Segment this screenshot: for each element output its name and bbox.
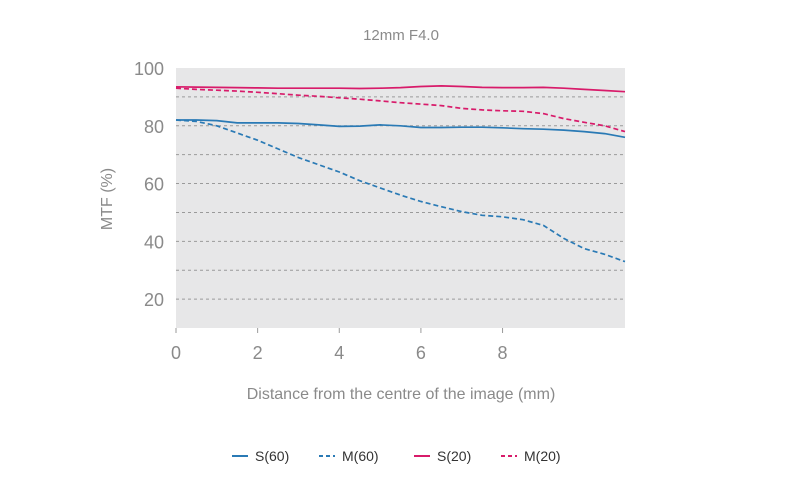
y-axis-ticks: 20 40 60 80 100 [134, 59, 164, 310]
y-axis-label: MTF (%) [99, 168, 116, 230]
series-line-m60 [175, 119, 626, 263]
series-line-s20 [175, 85, 626, 93]
x-tick-label: 8 [498, 343, 508, 363]
legend-item-m60: M(60) [319, 448, 379, 464]
plot-background [176, 68, 625, 328]
legend-item-s60: S(60) [232, 448, 289, 464]
x-tick-label: 0 [171, 343, 181, 363]
series-line-s60 [176, 119, 626, 139]
x-tick-label: 2 [253, 343, 263, 363]
x-axis-ticks: 0 2 4 6 8 [171, 328, 508, 363]
x-axis-label: Distance from the centre of the image (m… [247, 386, 556, 403]
series-line-m20 [175, 87, 626, 133]
y-tick-label: 20 [144, 290, 164, 310]
y-tick-label: 80 [144, 117, 164, 137]
legend-label: M(20) [524, 448, 561, 464]
grid-lines [176, 96, 625, 300]
legend: S(60) M(60) S(20) M(20) [232, 448, 561, 464]
y-tick-label: 100 [134, 59, 164, 79]
legend-label: S(20) [437, 448, 471, 464]
x-tick-label: 4 [334, 343, 344, 363]
series-lines [175, 85, 626, 263]
x-tick-label: 6 [416, 343, 426, 363]
legend-label: S(60) [255, 448, 289, 464]
legend-item-s20: S(20) [414, 448, 471, 464]
legend-label: M(60) [342, 448, 379, 464]
legend-item-m20: M(20) [501, 448, 561, 464]
y-tick-label: 40 [144, 232, 164, 252]
y-tick-label: 60 [144, 175, 164, 195]
chart-title: 12mm F4.0 [363, 27, 439, 44]
